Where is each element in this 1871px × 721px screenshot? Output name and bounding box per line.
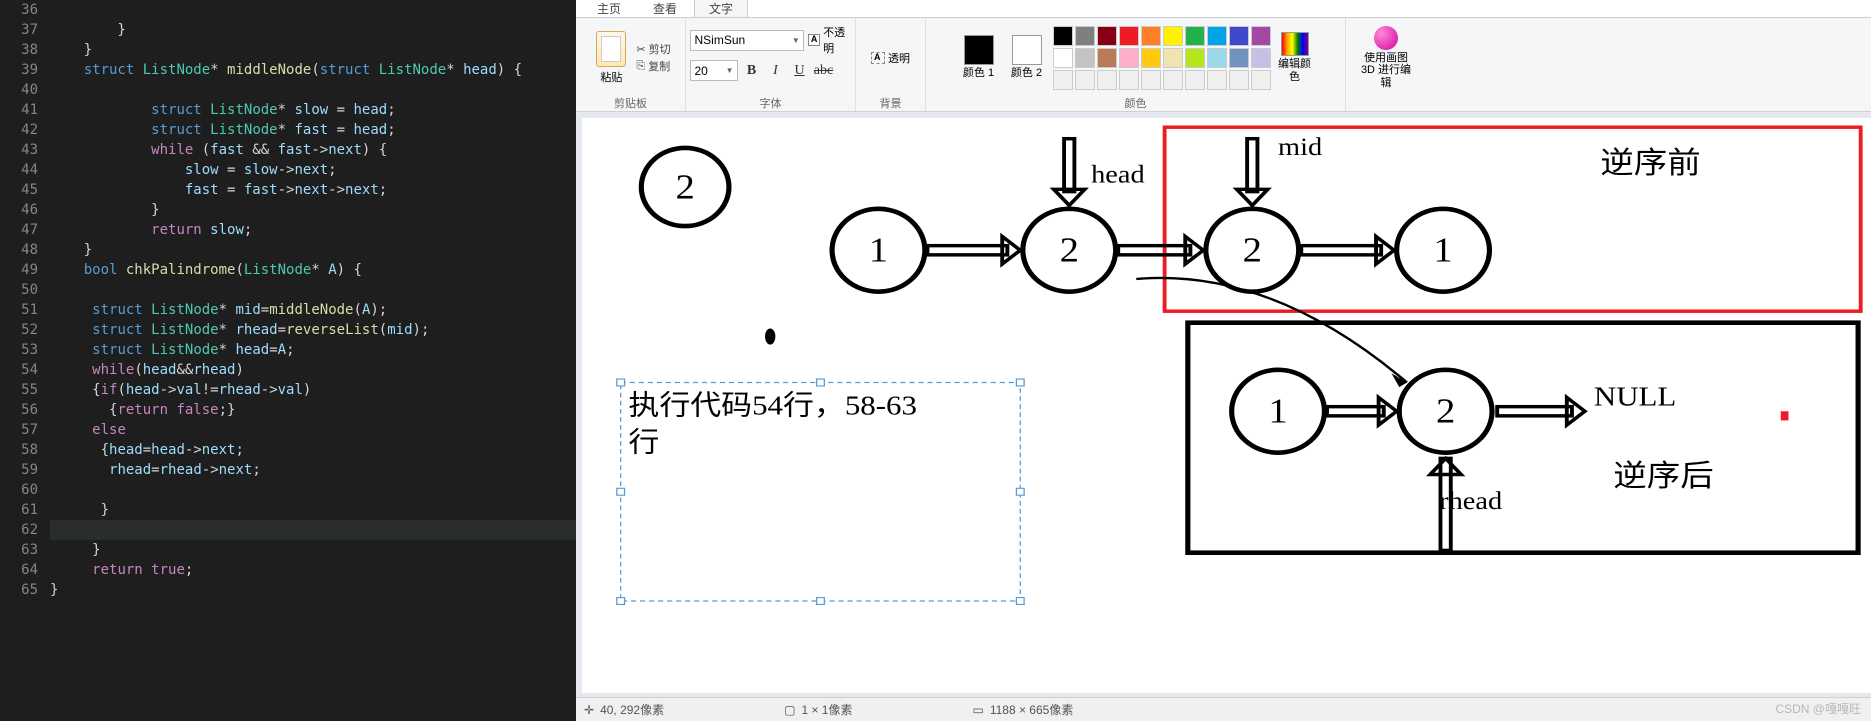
- svg-text:mid: mid: [1278, 132, 1323, 160]
- font-size-select[interactable]: 20▼: [690, 60, 738, 81]
- color-swatch[interactable]: [1097, 70, 1117, 90]
- svg-text:NULL: NULL: [1594, 382, 1676, 412]
- font-name-select[interactable]: NSimSun▼: [690, 30, 804, 51]
- balloon-icon: [1374, 26, 1398, 50]
- color-swatch[interactable]: [1185, 48, 1205, 68]
- paint3d-button[interactable]: 使用画图 3D 进行编辑: [1356, 26, 1416, 88]
- line-number-gutter: 3637383940414243444546474849505152535455…: [0, 0, 50, 721]
- color-swatch[interactable]: [1075, 48, 1095, 68]
- color-swatch[interactable]: [1119, 70, 1139, 90]
- ribbon-tab[interactable]: 文字: [694, 0, 748, 17]
- status-bar: ✛40, 292像素 ▢1 × 1像素 ▭1188 × 665像素: [576, 697, 1871, 721]
- color-swatch[interactable]: [1229, 26, 1249, 46]
- paste-icon: [596, 31, 626, 67]
- chevron-down-icon: ▼: [726, 66, 737, 75]
- drawing-svg: 2 1 2 2 1 1 2 head mid 逆序前 NULL rhead 逆序后 执行代码54行，58-…: [582, 118, 1871, 693]
- ribbon-tabs: 主页查看文字: [576, 0, 1871, 18]
- color-swatch[interactable]: [1185, 26, 1205, 46]
- svg-text:rhead: rhead: [1439, 486, 1503, 514]
- svg-text:1: 1: [1433, 231, 1452, 270]
- color-swatch[interactable]: [1251, 48, 1271, 68]
- color-palette[interactable]: [1053, 26, 1271, 90]
- color-swatch[interactable]: [1053, 48, 1073, 68]
- paste-button[interactable]: 粘贴: [590, 31, 632, 85]
- color-swatch[interactable]: [1097, 48, 1117, 68]
- background-label: 背景: [880, 95, 902, 111]
- canvas-icon: ▭: [972, 703, 983, 717]
- secondary-color[interactable]: 颜色 2: [1005, 35, 1049, 79]
- transparent-option[interactable]: A透明: [871, 50, 910, 66]
- watermark: CSDN @嘎嘎旺: [1775, 700, 1861, 717]
- font-group: NSimSun▼ A不透明 20▼ B I U abc 字体: [686, 18, 856, 111]
- strike-button[interactable]: abc: [814, 61, 834, 81]
- color-swatch[interactable]: [1207, 70, 1227, 90]
- clipboard-group: 粘贴 ✂剪切 ⎘复制 剪贴板: [576, 18, 686, 111]
- edit-colors-button[interactable]: 编辑颜色: [1275, 32, 1315, 82]
- paint-canvas[interactable]: 2 1 2 2 1 1 2 head mid 逆序前 NULL rhead 逆序后 执行代码54行，58-…: [582, 118, 1871, 693]
- selection-size: ▢1 × 1像素: [784, 701, 852, 718]
- color-swatch[interactable]: [1141, 70, 1161, 90]
- background-group: A透明 背景: [856, 18, 926, 111]
- colors-group: 颜色 1 颜色 2 编辑颜色 颜色: [926, 18, 1346, 111]
- cursor-position: ✛40, 292像素: [584, 701, 664, 718]
- svg-text:2: 2: [1060, 231, 1079, 270]
- color-swatch[interactable]: [1163, 48, 1183, 68]
- color-swatch[interactable]: [1229, 48, 1249, 68]
- color-swatch[interactable]: [1229, 70, 1249, 90]
- paint-window: 主页查看文字 粘贴 ✂剪切 ⎘复制 剪贴板 NSimSun▼ A不透明: [576, 0, 1871, 721]
- svg-text:1: 1: [1268, 392, 1287, 431]
- color-swatch[interactable]: [1185, 70, 1205, 90]
- underline-button[interactable]: U: [790, 61, 810, 81]
- color-swatch[interactable]: [1075, 26, 1095, 46]
- copy-button[interactable]: ⎘复制: [636, 58, 670, 74]
- color-swatch[interactable]: [1163, 70, 1183, 90]
- ribbon-tab[interactable]: 查看: [638, 0, 692, 17]
- primary-color[interactable]: 颜色 1: [957, 35, 1001, 79]
- chevron-down-icon: ▼: [792, 36, 803, 45]
- colors-label: 颜色: [1125, 95, 1147, 111]
- clipboard-label: 剪贴板: [614, 95, 647, 111]
- cut-button[interactable]: ✂剪切: [636, 41, 670, 57]
- color-swatch[interactable]: [1207, 26, 1227, 46]
- selection-icon: ▢: [784, 703, 795, 717]
- color-swatch[interactable]: [1097, 26, 1117, 46]
- svg-text:2: 2: [1243, 231, 1262, 270]
- color-swatch[interactable]: [1141, 26, 1161, 46]
- paint3d-group: 使用画图 3D 进行编辑: [1346, 18, 1426, 111]
- color-swatch[interactable]: [1207, 48, 1227, 68]
- color-swatch[interactable]: [1141, 48, 1161, 68]
- crosshair-icon: ✛: [584, 703, 594, 717]
- svg-text:逆序后: 逆序后: [1613, 460, 1714, 493]
- svg-text:行: 行: [628, 427, 659, 458]
- ribbon: 粘贴 ✂剪切 ⎘复制 剪贴板 NSimSun▼ A不透明 20▼ B I: [576, 18, 1871, 112]
- font-label: 字体: [760, 95, 782, 111]
- color-swatch[interactable]: [1075, 70, 1095, 90]
- italic-button[interactable]: I: [766, 61, 786, 81]
- svg-text:1: 1: [869, 231, 888, 270]
- code-content[interactable]: } } struct ListNode* middleNode(struct L…: [50, 0, 576, 721]
- svg-text:2: 2: [675, 167, 694, 206]
- svg-text:head: head: [1091, 160, 1145, 188]
- color-swatch[interactable]: [1053, 70, 1073, 90]
- canvas-size: ▭1188 × 665像素: [972, 701, 1073, 718]
- svg-text:执行代码54行，58-63: 执行代码54行，58-63: [628, 390, 917, 421]
- color-swatch[interactable]: [1251, 70, 1271, 90]
- code-editor: 3637383940414243444546474849505152535455…: [0, 0, 576, 721]
- color-swatch[interactable]: [1251, 26, 1271, 46]
- scissors-icon: ✂: [636, 43, 645, 56]
- copy-icon: ⎘: [636, 60, 645, 73]
- opaque-option[interactable]: A不透明: [808, 24, 852, 56]
- svg-text:2: 2: [1436, 392, 1455, 431]
- bold-button[interactable]: B: [742, 61, 762, 81]
- color-swatch[interactable]: [1119, 26, 1139, 46]
- rainbow-icon: [1281, 32, 1309, 56]
- svg-text:逆序前: 逆序前: [1600, 147, 1701, 180]
- canvas-area: 2 1 2 2 1 1 2 head mid 逆序前 NULL rhead 逆序后 执行代码54行，58-…: [576, 112, 1871, 721]
- ribbon-tab[interactable]: 主页: [582, 0, 636, 17]
- color-swatch[interactable]: [1053, 26, 1073, 46]
- color-swatch[interactable]: [1119, 48, 1139, 68]
- color-swatch[interactable]: [1163, 26, 1183, 46]
